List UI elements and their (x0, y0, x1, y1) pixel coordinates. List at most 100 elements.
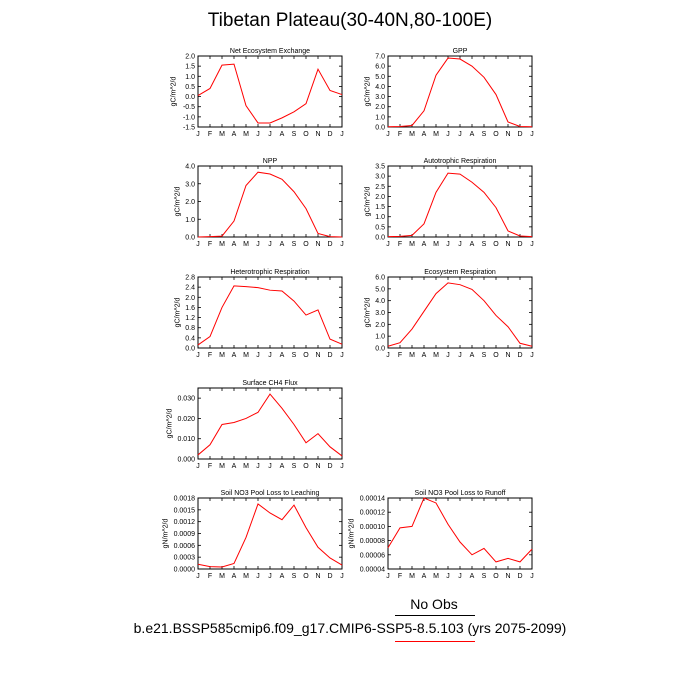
chart-panel: Net Ecosystem Exchange -1.5 -1.0 -0.5 0.0 0.5… (170, 48, 343, 138)
y-tick-label: 6.0 (375, 64, 385, 71)
y-tick-label: 0.0 (375, 346, 385, 353)
x-tick-label: A (470, 131, 475, 138)
y-tick-label: 1.0 (185, 217, 195, 224)
y-tick-label: 0.00012 (360, 510, 385, 517)
y-tick-label: 2.5 (375, 184, 385, 191)
x-tick-label: J (446, 573, 450, 580)
y-tick-label: 1.0 (185, 74, 195, 81)
chart-svg: Soil NO3 Pool Loss to Leaching 0.0000 0.00… (163, 490, 344, 580)
y-tick-label: 3.0 (375, 310, 385, 317)
x-tick-label: J (340, 573, 344, 580)
y-tick-label: 0.0009 (174, 531, 196, 538)
series-line (197, 503, 343, 568)
x-tick-label: J (530, 131, 534, 138)
x-tick-label: J (268, 352, 272, 359)
x-tick-label: J (458, 352, 462, 359)
x-tick-label: J (256, 131, 260, 138)
y-tick-label: 1.0 (375, 334, 385, 341)
x-tick-label: M (433, 573, 439, 580)
x-tick-label: N (505, 131, 510, 138)
y-tick-label: 5.0 (375, 286, 385, 293)
x-tick-label: J (196, 463, 200, 470)
y-tick-label: 0.0000 (174, 567, 196, 574)
series-line (197, 285, 343, 346)
y-axis-label: gC/m^2/d (364, 187, 371, 217)
x-tick-label: J (386, 352, 390, 359)
x-tick-label: J (256, 573, 260, 580)
x-tick-label: D (327, 241, 332, 248)
y-tick-label: 0.5 (375, 224, 385, 231)
chart-title: Net Ecosystem Exchange (230, 48, 310, 55)
plot-frame (387, 497, 533, 570)
y-tick-label: 0.0 (185, 235, 195, 242)
x-tick-label: S (482, 131, 487, 138)
chart-title: GPP (453, 48, 468, 55)
x-tick-label: J (446, 131, 450, 138)
x-tick-label: S (292, 131, 297, 138)
x-tick-label: D (327, 463, 332, 470)
x-tick-label: S (292, 463, 297, 470)
x-tick-label: M (409, 131, 415, 138)
x-tick-label: M (409, 241, 415, 248)
y-tick-label: 0.030 (177, 396, 195, 403)
y-tick-label: 0.0 (185, 94, 195, 101)
y-tick-label: 1.0 (375, 114, 385, 121)
y-axis-label: gC/m^2/d (170, 77, 177, 107)
y-tick-label: 1.6 (185, 305, 195, 312)
x-tick-label: A (232, 131, 237, 138)
x-tick-label: M (433, 352, 439, 359)
x-tick-label: J (446, 241, 450, 248)
plot-frame (197, 55, 343, 128)
chart-title: Surface CH4 Flux (242, 380, 298, 387)
x-tick-label: A (280, 573, 285, 580)
x-tick-label: J (196, 352, 200, 359)
x-tick-label: O (303, 131, 309, 138)
x-tick-label: F (208, 573, 212, 580)
x-tick-label: S (482, 352, 487, 359)
y-tick-label: 2.4 (185, 285, 195, 292)
y-tick-label: 0.0018 (174, 496, 196, 503)
series-line (197, 171, 343, 238)
legend-obs-line (395, 615, 475, 616)
x-tick-label: S (482, 241, 487, 248)
x-tick-label: F (208, 352, 212, 359)
legend-no-obs-label: No Obs (410, 596, 458, 612)
y-axis-label: gC/m^2/d (364, 77, 371, 107)
x-tick-label: N (315, 573, 320, 580)
x-tick-label: A (422, 352, 427, 359)
y-tick-label: -0.5 (183, 104, 195, 111)
x-tick-label: J (446, 352, 450, 359)
y-axis-label: gC/m^2/d (167, 409, 174, 439)
y-tick-label: 1.5 (375, 204, 385, 211)
x-tick-label: D (517, 131, 522, 138)
chart-panel: Soil NO3 Pool Loss to Leaching 0.0000 0.00… (163, 490, 344, 580)
y-tick-label: 2.0 (375, 104, 385, 111)
x-tick-label: M (409, 573, 415, 580)
y-tick-label: -1.5 (183, 125, 195, 132)
chart-title: Autotrophic Respiration (424, 158, 497, 165)
x-tick-label: J (386, 573, 390, 580)
y-tick-label: 2.0 (185, 199, 195, 206)
x-tick-label: J (268, 463, 272, 470)
x-tick-label: O (493, 241, 499, 248)
x-tick-label: A (422, 241, 427, 248)
x-tick-label: S (292, 573, 297, 580)
y-tick-label: 0.0 (375, 125, 385, 132)
y-tick-label: 0.00010 (360, 524, 385, 531)
x-tick-label: M (243, 241, 249, 248)
x-tick-label: A (470, 352, 475, 359)
plot-frame (387, 55, 533, 128)
x-tick-label: J (386, 241, 390, 248)
series-line (387, 282, 533, 347)
y-tick-label: 0.0006 (174, 543, 196, 550)
x-tick-label: A (422, 573, 427, 580)
y-tick-label: 3.0 (375, 94, 385, 101)
x-tick-label: N (505, 573, 510, 580)
chart-title: Heterotrophic Respiration (230, 269, 309, 276)
y-tick-label: 0.00014 (360, 496, 385, 503)
chart-svg: Soil NO3 Pool Loss to Runoff 0.00004 0.000… (349, 490, 534, 580)
x-tick-label: M (243, 463, 249, 470)
page-title: Tibetan Plateau(30-40N,80-100E) (207, 10, 493, 31)
